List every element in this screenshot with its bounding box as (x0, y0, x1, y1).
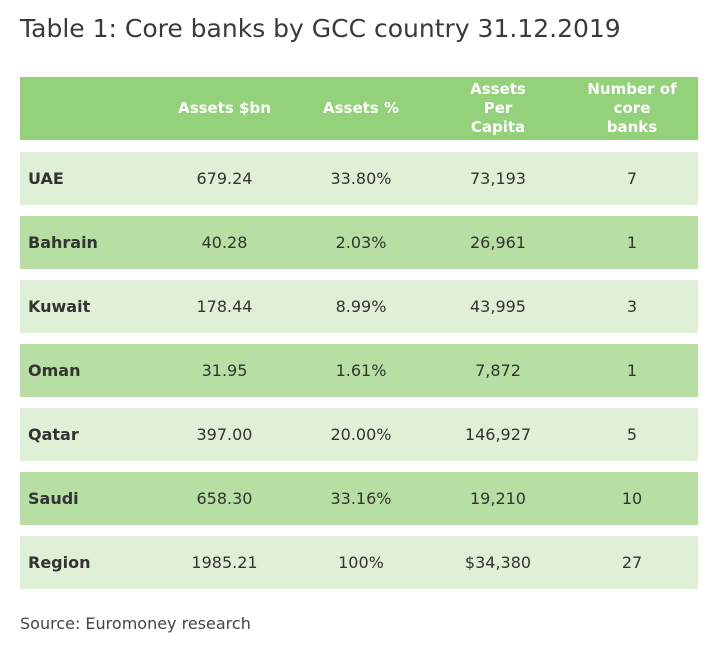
cell: 7 (626, 169, 638, 188)
table-row: Qatar 397.00 20.00% 146,927 5 (20, 408, 698, 461)
cell: 33.80% (330, 169, 392, 188)
cell: 1.61% (335, 361, 387, 380)
cell: 20.00% (330, 425, 392, 444)
row-label: Bahrain (28, 233, 98, 252)
cell: 33.16% (330, 489, 392, 508)
cell: 27 (621, 553, 643, 572)
cell: 43,995 (470, 297, 526, 316)
header-cell: Assets $bn (178, 99, 271, 117)
table-row: Bahrain 40.28 2.03% 26,961 1 (20, 216, 698, 269)
title: Table 1: Core banks by GCC country 31.12… (20, 14, 621, 43)
cell: 19,210 (470, 489, 526, 508)
table-row: Region 1985.21 100% $34,380 27 (20, 536, 698, 589)
row-label: Kuwait (28, 297, 91, 316)
row-label: Region (28, 553, 91, 572)
cell: 100% (338, 553, 384, 572)
cell: 5 (626, 425, 638, 444)
table: Assets $bn Assets % Assets Per Capita Numbe… (20, 77, 698, 600)
cell: 31.95 (201, 361, 248, 380)
table-row: UAE 679.24 33.80% 73,193 7 (20, 152, 698, 205)
row-label: Oman (28, 361, 81, 380)
cell: 40.28 (201, 233, 248, 252)
cell: 10 (621, 489, 643, 508)
header-cell: Assets % (323, 99, 399, 117)
cell: 1 (626, 361, 638, 380)
cell: 658.30 (196, 489, 253, 508)
cell: 8.99% (335, 297, 387, 316)
table-row: Saudi 658.30 33.16% 19,210 10 (20, 472, 698, 525)
cell: 2.03% (335, 233, 387, 252)
cell: 397.00 (196, 425, 253, 444)
header-cell: Assets Per Capita (470, 80, 526, 136)
cell: 73,193 (470, 169, 526, 188)
cell: 7,872 (475, 361, 521, 380)
row-label: UAE (28, 169, 64, 188)
cell: 3 (626, 297, 638, 316)
cell: 26,961 (470, 233, 526, 252)
cell: 679.24 (196, 169, 253, 188)
source: Source: Euromoney research (20, 614, 251, 633)
cell: 146,927 (464, 425, 532, 444)
cell: $34,380 (464, 553, 532, 572)
cell: 178.44 (196, 297, 253, 316)
table-row: Oman 31.95 1.61% 7,872 1 (20, 344, 698, 397)
cell: 1 (626, 233, 638, 252)
row-label: Saudi (28, 489, 79, 508)
row-label: Qatar (28, 425, 79, 444)
header-cell: Number of core banks (587, 80, 677, 136)
table-row: Kuwait 178.44 8.99% 43,995 3 (20, 280, 698, 333)
cell: 1985.21 (191, 553, 258, 572)
header-row: Assets $bn Assets % Assets Per Capita Numbe… (20, 77, 698, 140)
